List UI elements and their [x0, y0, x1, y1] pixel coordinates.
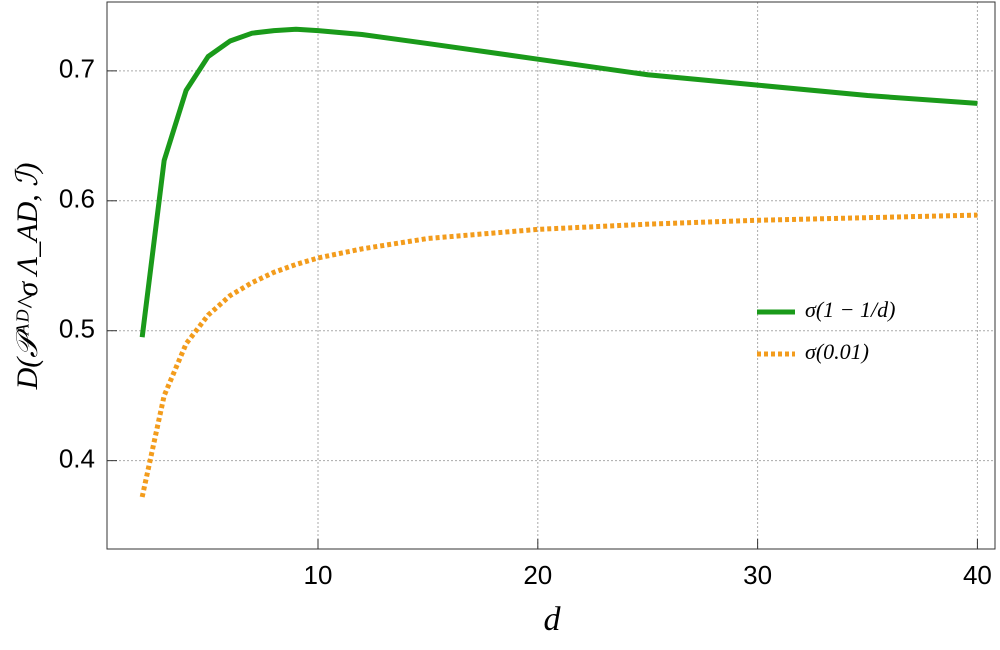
plot-frame	[106, 1, 996, 550]
y-tick-label: 0.6	[59, 184, 95, 214]
x-tick-label: 30	[743, 560, 772, 590]
x-tick-label: 10	[304, 560, 333, 590]
x-tick-label: 40	[963, 560, 992, 590]
x-axis-label: d	[544, 601, 562, 638]
x-tick-label: 20	[523, 560, 552, 590]
data-line	[139, 26, 978, 338]
y-tick-label: 0.5	[59, 314, 95, 344]
legend-label: σ(1 − 1/d)	[805, 297, 895, 322]
y-axis-label: D(𝒫ᴬᴰ^σ Λ_AD, ℐ)	[11, 163, 44, 391]
data-line	[139, 212, 978, 498]
y-tick-label: 0.7	[59, 54, 95, 84]
y-tick-label: 0.4	[59, 444, 95, 474]
legend-label: σ(0.01)	[805, 339, 869, 364]
